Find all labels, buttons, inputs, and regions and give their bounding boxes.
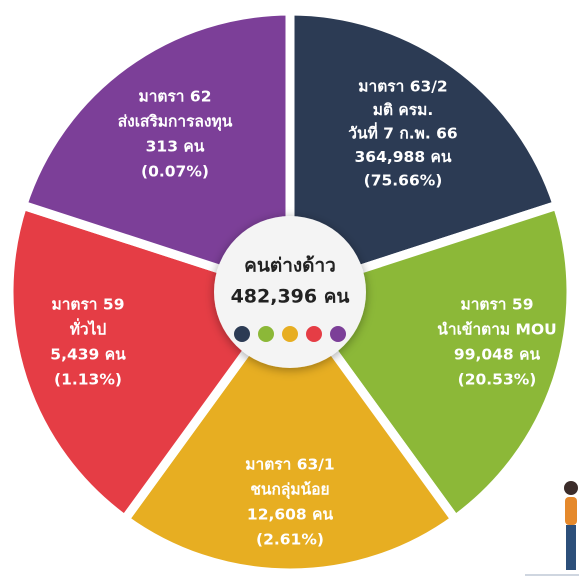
center-total: 482,396 คน (231, 286, 350, 308)
center-circle (214, 216, 366, 368)
segment-label: มาตรา 59 (52, 296, 125, 314)
color-dots (234, 326, 346, 342)
segment-label: (75.66%) (364, 172, 443, 190)
person-figure (525, 481, 579, 576)
segment-label: 313 คน (146, 138, 205, 156)
segment-label: วันที่ 7 ก.พ. 66 (348, 122, 457, 143)
segment-label: (1.13%) (54, 371, 122, 389)
segment-label: 364,988 คน (355, 148, 452, 166)
segment-label: 5,439 คน (50, 346, 126, 364)
segment-label: มาตรา 63/1 (245, 456, 334, 474)
segment-label: มาตรา 59 (461, 296, 534, 314)
segment-label: ทั่วไป (70, 318, 107, 339)
segment-label: (2.61%) (256, 531, 324, 549)
segment-label: 99,048 คน (454, 346, 541, 364)
segment-label: มติ ครม. (373, 101, 433, 119)
segment-label: ส่งเสริมการลงทุน (118, 113, 233, 132)
segment-label: ชนกลุ่มน้อย (250, 481, 329, 500)
segment-label: (0.07%) (141, 163, 209, 181)
center-title: คนต่างด้าว (244, 255, 336, 277)
segment-label: (20.53%) (458, 371, 537, 389)
segment-label: มาตรา 63/2 (358, 78, 447, 96)
segment-label: นำเข้าตาม MOU (437, 321, 556, 339)
segment-label: 12,608 คน (247, 506, 334, 524)
segment-label: มาตรา 62 (139, 88, 212, 106)
